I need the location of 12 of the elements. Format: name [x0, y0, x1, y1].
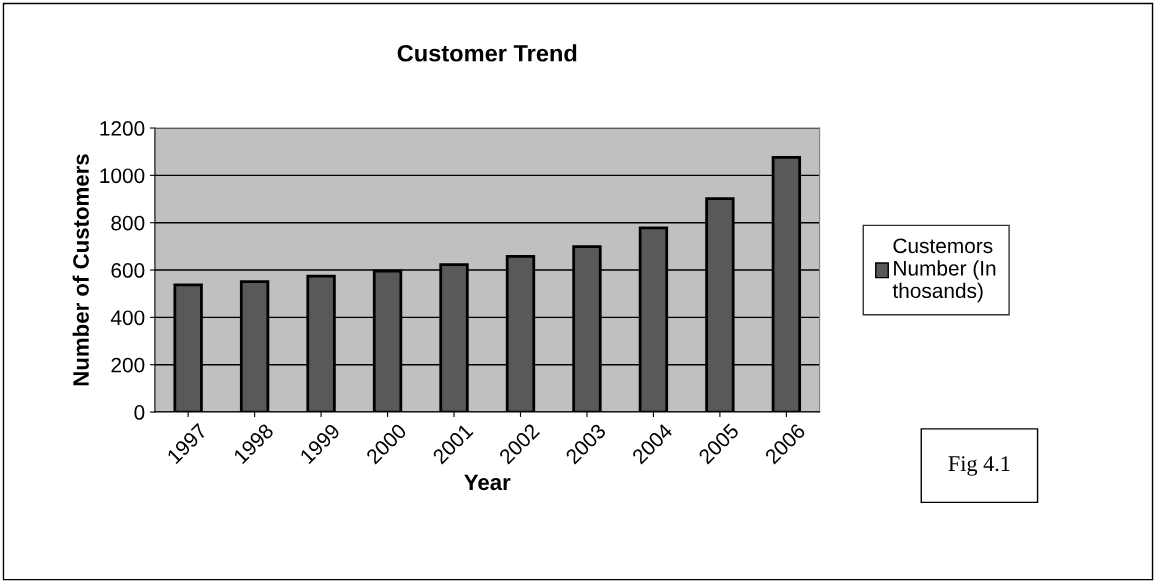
y-tick-label: 800: [111, 215, 145, 231]
y-tick-label: 200: [111, 357, 145, 373]
x-axis-title: Year: [464, 474, 511, 491]
y-tick-label: 1200: [100, 121, 145, 136]
caption: Fig 4.1: [948, 456, 1010, 476]
y-tick-label: 600: [111, 263, 145, 278]
chart-title: Customer Trend: [397, 44, 577, 62]
y-tick-label: 0: [134, 405, 145, 420]
y-tick-label: 1000: [100, 168, 145, 184]
y-tick-label: 400: [110, 310, 145, 326]
y-axis-title: Number of Customers: [72, 154, 89, 386]
legend-label: Custemors Number (In thosands): [892, 238, 996, 303]
